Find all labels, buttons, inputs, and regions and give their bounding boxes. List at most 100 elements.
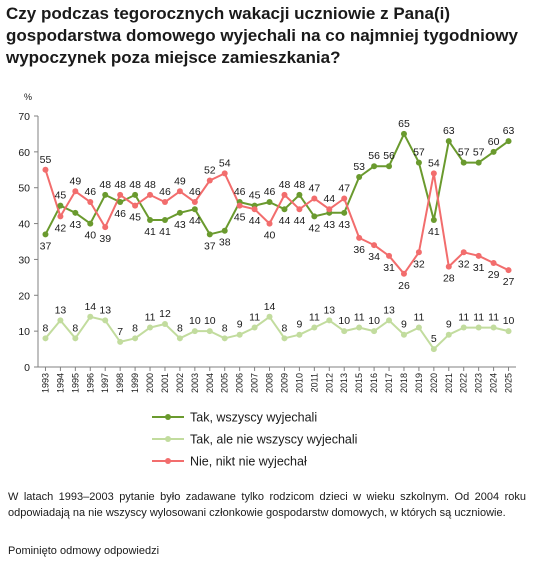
data-point (460, 324, 467, 331)
data-point (400, 130, 407, 137)
data-label: 34 (368, 251, 380, 263)
data-label: 54 (428, 157, 440, 169)
data-point (475, 159, 482, 166)
data-point (161, 199, 168, 206)
x-tick-label: 1996 (85, 373, 95, 393)
data-point (147, 191, 154, 198)
data-label: 41 (159, 226, 171, 238)
data-label: 11 (413, 312, 424, 324)
y-tick-label: 0 (24, 362, 30, 374)
data-label: 10 (503, 315, 515, 327)
data-label: 13 (55, 304, 67, 316)
data-point (191, 206, 198, 213)
data-point (236, 331, 243, 338)
x-tick-label: 2018 (399, 373, 409, 393)
series-line (44, 315, 509, 351)
x-tick-label: 2024 (489, 373, 499, 393)
data-label: 48 (279, 179, 291, 191)
data-point (341, 195, 348, 202)
data-point (57, 202, 64, 209)
data-point (490, 148, 497, 155)
data-point (221, 227, 228, 234)
data-point (460, 159, 467, 166)
x-tick-label: 2009 (279, 373, 289, 393)
data-label: 46 (234, 186, 246, 198)
data-point (505, 267, 512, 274)
x-tick-label: 2020 (429, 373, 439, 393)
data-label: 37 (40, 240, 52, 252)
data-point (326, 317, 333, 324)
data-point (371, 328, 378, 335)
data-point (132, 335, 139, 342)
data-label: 11 (458, 312, 469, 324)
data-point (266, 313, 273, 320)
data-label: 31 (473, 262, 485, 274)
data-point (400, 331, 407, 338)
data-label: 32 (413, 258, 425, 270)
data-point (251, 324, 258, 331)
data-label: 12 (159, 308, 171, 320)
data-label: 45 (129, 212, 141, 224)
x-tick-label: 2008 (265, 373, 275, 393)
data-point (356, 234, 363, 241)
data-label: 9 (446, 319, 452, 331)
data-label: 56 (368, 150, 380, 162)
data-point (415, 324, 422, 331)
x-tick-label: 2025 (504, 373, 514, 393)
data-point (415, 249, 422, 256)
data-label: 48 (294, 179, 306, 191)
data-label: 32 (458, 258, 470, 270)
data-point (117, 338, 124, 345)
data-label: 48 (99, 179, 111, 191)
data-point (356, 324, 363, 331)
data-point (221, 170, 228, 177)
legend-label: Nie, nikt nie wyjechał (190, 455, 307, 469)
x-tick-label: 1998 (115, 373, 125, 393)
data-point (311, 213, 318, 220)
chart-title: Czy podczas tegorocznych wakacji uczniow… (6, 4, 518, 67)
data-point (371, 242, 378, 249)
data-point (117, 199, 124, 206)
data-point (236, 202, 243, 209)
data-label: 47 (309, 182, 321, 194)
data-point (475, 252, 482, 259)
data-label: 11 (354, 312, 365, 324)
data-label: 49 (70, 175, 82, 187)
y-tick-label: 40 (18, 219, 30, 231)
x-tick-label: 2012 (324, 373, 334, 393)
data-label: 28 (443, 273, 455, 285)
data-label: 45 (249, 190, 261, 202)
data-label: 47 (338, 182, 350, 194)
x-tick-label: 2017 (384, 373, 394, 393)
data-label: 57 (458, 147, 470, 159)
data-label: 44 (279, 215, 291, 227)
data-point (266, 220, 273, 227)
data-label: 10 (189, 315, 201, 327)
data-label: 11 (309, 312, 320, 324)
data-label: 63 (443, 125, 455, 137)
data-point (161, 216, 168, 223)
data-point (176, 209, 183, 216)
axes: 0 10 20 30 40 50 60 70% 1993 1994 1995 1996 1997 1998… (18, 92, 516, 393)
data-label: 8 (132, 322, 138, 334)
data-point (176, 335, 183, 342)
footnote-methodology: W latach 1993–2003 pytanie było zadawane… (8, 491, 526, 519)
data-point (147, 216, 154, 223)
data-point (42, 166, 49, 173)
data-point (72, 188, 79, 195)
x-tick-label: 1997 (100, 373, 110, 393)
data-label: 13 (383, 304, 395, 316)
data-label: 13 (323, 304, 335, 316)
data-label: 48 (129, 179, 141, 191)
data-label: 49 (174, 175, 186, 187)
data-label: 10 (338, 315, 350, 327)
data-label: 44 (249, 215, 261, 227)
data-point (191, 328, 198, 335)
data-point (445, 138, 452, 145)
y-tick-label: 10 (18, 326, 30, 338)
x-tick-label: 2019 (414, 373, 424, 393)
data-label: 8 (43, 322, 49, 334)
data-point (475, 324, 482, 331)
x-tick-label: 2021 (444, 373, 454, 393)
legend-swatch-marker (165, 414, 171, 420)
